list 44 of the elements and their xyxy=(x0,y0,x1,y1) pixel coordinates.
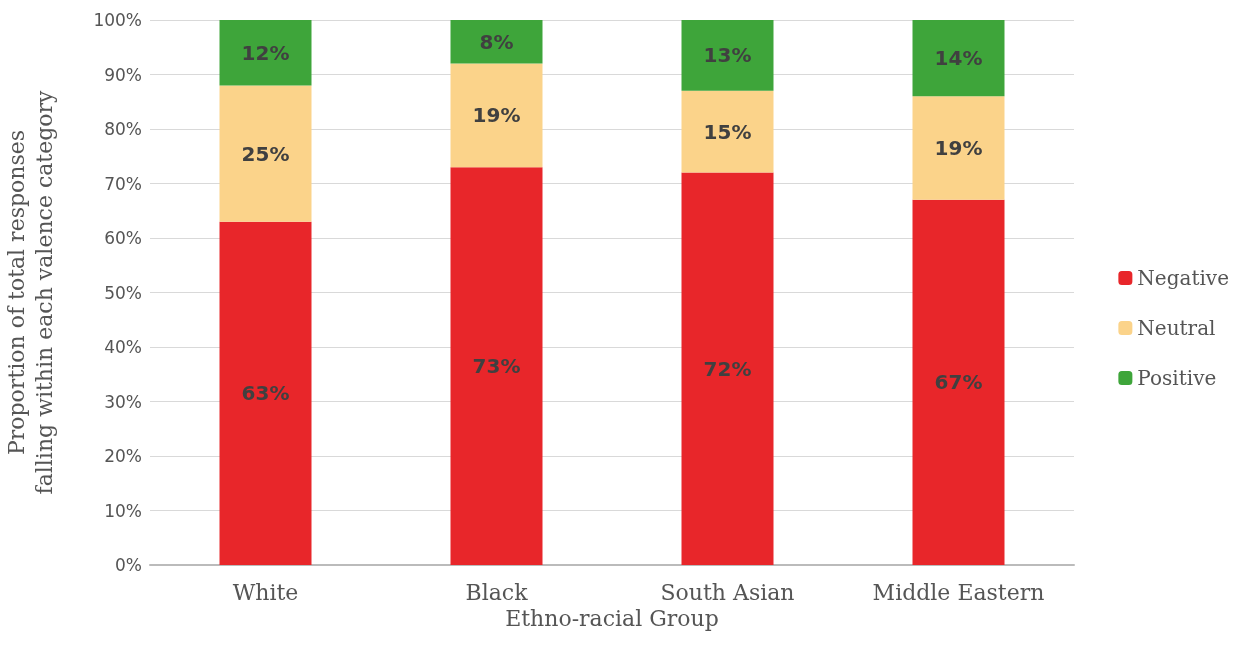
data-label: 19% xyxy=(472,103,521,128)
data-label: 13% xyxy=(703,43,752,68)
y-axis-title: Proportion of total responses falling within each valence category xyxy=(3,89,57,495)
y-tick-label: 40% xyxy=(104,337,142,357)
x-tick-label: South Asian xyxy=(660,579,795,605)
bar xyxy=(450,63,543,168)
x-axis-title: Ethno-racial Group xyxy=(505,606,719,632)
y-tick-label: 10% xyxy=(104,500,142,521)
data-label: 19% xyxy=(934,136,983,161)
x-tick-label: Middle Eastern xyxy=(872,579,1045,605)
x-tick-label: Black xyxy=(465,579,529,605)
data-label: 67% xyxy=(934,370,983,395)
bar xyxy=(681,90,774,173)
y-tick-label: 70% xyxy=(104,173,142,194)
bar xyxy=(450,20,543,64)
legend-label: Negative xyxy=(1137,266,1230,290)
data-label: 15% xyxy=(703,119,752,144)
data-label: 8% xyxy=(479,29,514,54)
legend-label: Neutral xyxy=(1137,316,1216,340)
data-label: 25% xyxy=(241,141,290,166)
data-label: 73% xyxy=(472,354,521,379)
y-tick-label: 90% xyxy=(104,64,142,85)
x-tick-label: White xyxy=(232,579,299,605)
bar xyxy=(681,172,774,565)
y-tick-label: 80% xyxy=(104,119,142,139)
bar xyxy=(450,167,543,565)
data-label: 63% xyxy=(241,381,290,406)
bar xyxy=(912,20,1005,97)
bar xyxy=(219,85,312,222)
y-tick-label: 100% xyxy=(93,10,142,30)
bar xyxy=(912,96,1005,200)
y-tick-label: 20% xyxy=(104,446,142,466)
data-label: 12% xyxy=(241,40,290,65)
y-tick-label: 50% xyxy=(104,282,142,303)
data-label: 14% xyxy=(934,46,983,71)
y-tick-label: 60% xyxy=(104,228,142,248)
bar xyxy=(681,20,774,91)
y-tick-label: 30% xyxy=(104,391,142,412)
data-label: 72% xyxy=(703,356,752,381)
bar xyxy=(912,199,1005,565)
bar xyxy=(219,221,312,565)
y-tick-label: 0% xyxy=(115,555,142,575)
bar xyxy=(219,20,312,86)
legend-label: Positive xyxy=(1137,366,1217,390)
